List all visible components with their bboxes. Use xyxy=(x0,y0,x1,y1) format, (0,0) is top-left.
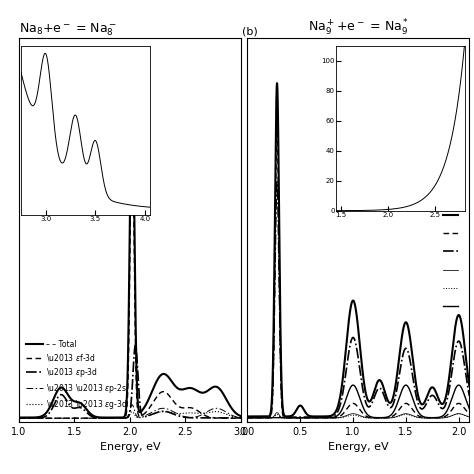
Title: Na$_9^+$+e$^-$ = Na$_9^*$: Na$_9^+$+e$^-$ = Na$_9^*$ xyxy=(308,18,409,38)
Legend: , , , , , : , , , , , xyxy=(440,208,468,314)
Text: Na$_8$+e$^-$ = Na$_8^-$: Na$_8$+e$^-$ = Na$_8^-$ xyxy=(19,21,117,38)
Text: (b): (b) xyxy=(242,26,257,36)
X-axis label: Energy, eV: Energy, eV xyxy=(328,442,389,452)
X-axis label: Energy, eV: Energy, eV xyxy=(100,442,160,452)
Legend: – – Total, \u2013 $\varepsilon$f-3d, \u2013 $\varepsilon$p-3d, \u2013 \u2013 $\v: – – Total, \u2013 $\varepsilon$f-3d, \u2… xyxy=(23,337,131,414)
